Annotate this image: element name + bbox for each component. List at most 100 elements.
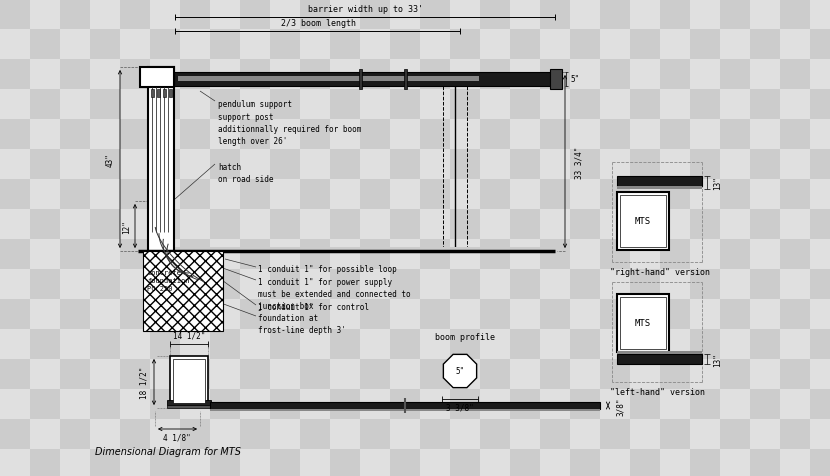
Bar (30, 0, 60, 30)
Bar (240, 419, 270, 449)
Bar (690, 449, 720, 476)
Bar (690, 120, 720, 149)
Bar (660, 30, 690, 60)
Bar (270, 120, 300, 149)
Bar (480, 269, 510, 299)
Bar (480, 359, 510, 389)
Bar (450, 209, 480, 239)
Bar (617, 187, 702, 189)
Bar (270, 0, 300, 30)
Bar (420, 30, 450, 60)
Bar (180, 389, 210, 419)
Bar (150, 329, 180, 359)
Bar (600, 299, 630, 329)
Bar (570, 449, 600, 476)
Bar (720, 0, 750, 30)
Bar (660, 389, 690, 419)
Bar (620, 298, 666, 349)
Bar (210, 239, 240, 269)
Bar (300, 329, 330, 359)
Bar (810, 120, 830, 149)
Bar (570, 389, 600, 419)
Bar (120, 329, 150, 359)
Bar (270, 90, 300, 120)
Bar (270, 149, 300, 179)
Bar (150, 269, 180, 299)
Bar (404, 70, 407, 90)
Bar (210, 149, 240, 179)
Text: 3 3/8": 3 3/8" (447, 403, 474, 412)
Bar (510, 0, 540, 30)
Bar (480, 329, 510, 359)
Bar (120, 0, 150, 30)
Text: 1 conduit 1" for control: 1 conduit 1" for control (258, 302, 369, 311)
Bar (810, 209, 830, 239)
Bar (720, 209, 750, 239)
Bar (600, 0, 630, 30)
Bar (300, 239, 330, 269)
Bar (450, 120, 480, 149)
Bar (90, 60, 120, 90)
Bar (300, 389, 330, 419)
Bar (750, 0, 780, 30)
Bar (810, 389, 830, 419)
Bar (210, 30, 240, 60)
Bar (330, 239, 360, 269)
Bar (163, 90, 166, 98)
Bar (617, 193, 669, 250)
Bar (480, 389, 510, 419)
Bar (660, 179, 690, 209)
Bar (30, 120, 60, 149)
Bar (570, 359, 600, 389)
Bar (180, 269, 210, 299)
Bar (550, 70, 562, 90)
Bar (750, 239, 780, 269)
Bar (480, 120, 510, 149)
Bar (300, 359, 330, 389)
Bar (630, 120, 660, 149)
Bar (390, 389, 420, 419)
Bar (510, 30, 540, 60)
Bar (180, 90, 210, 120)
Bar (30, 209, 60, 239)
Bar (600, 359, 630, 389)
Bar (360, 179, 390, 209)
Bar (810, 299, 830, 329)
Bar (780, 299, 810, 329)
Bar (420, 419, 450, 449)
Bar (210, 90, 240, 120)
Bar (0, 269, 30, 299)
Bar (450, 419, 480, 449)
Bar (510, 269, 540, 299)
Bar (173, 359, 205, 403)
Bar (330, 389, 360, 419)
Bar (150, 149, 180, 179)
Bar (330, 149, 360, 179)
Bar (450, 149, 480, 179)
Bar (180, 0, 210, 30)
Bar (810, 419, 830, 449)
Bar (690, 239, 720, 269)
Bar (60, 269, 90, 299)
Bar (150, 239, 180, 269)
Bar (570, 120, 600, 149)
Bar (570, 0, 600, 30)
Bar (420, 299, 450, 329)
Bar (330, 90, 360, 120)
Bar (480, 209, 510, 239)
Bar (270, 30, 300, 60)
Bar (480, 419, 510, 449)
Bar (60, 299, 90, 329)
Bar (750, 90, 780, 120)
Bar (60, 419, 90, 449)
Bar (570, 179, 600, 209)
Bar (690, 209, 720, 239)
Bar (150, 0, 180, 30)
Text: pendulum support
support post
additionnally required for boom
length over 26': pendulum support support post additionna… (218, 100, 361, 146)
Bar (750, 179, 780, 209)
Bar (270, 299, 300, 329)
Bar (90, 149, 120, 179)
Bar (540, 90, 570, 120)
Bar (570, 419, 600, 449)
Bar (750, 359, 780, 389)
